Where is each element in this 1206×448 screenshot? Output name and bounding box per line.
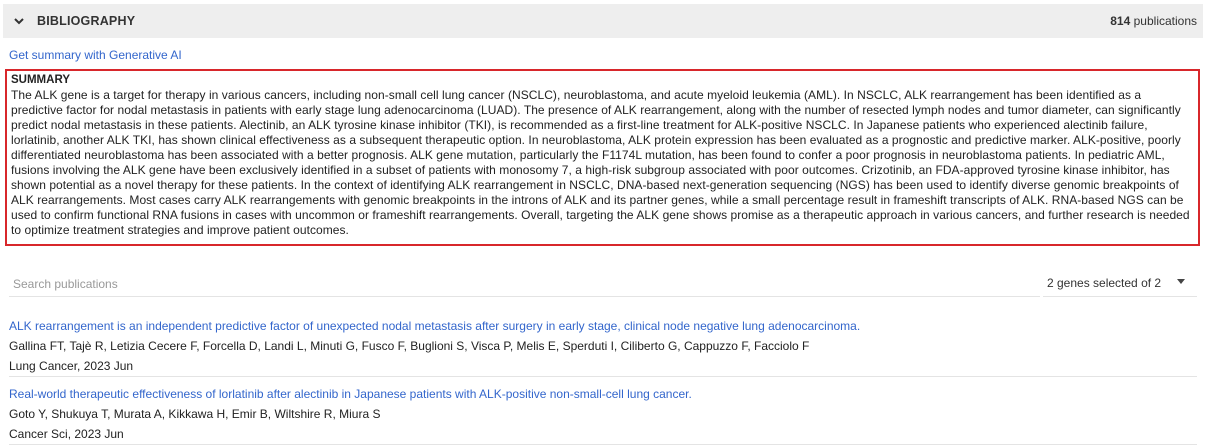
publication-authors: Gallina FT, Tajè R, Letizia Cecere F, Fo… (9, 339, 810, 353)
summary-text: The ALK gene is a target for therapy in … (11, 88, 1190, 237)
bibliography-header: BIBLIOGRAPHY 814 publications (3, 4, 1203, 38)
chevron-down-icon[interactable] (12, 14, 26, 28)
publication-authors: Goto Y, Shukuya T, Murata A, Kikkawa H, … (9, 407, 381, 421)
publication-title-link[interactable]: Real-world therapeutic effectiveness of … (9, 387, 692, 401)
publication-journal: Cancer Sci, 2023 Jun (9, 427, 124, 441)
publication-count-suffix: publications (1133, 14, 1197, 28)
genes-filter-dropdown[interactable]: 2 genes selected of 2 (1043, 268, 1197, 297)
generative-ai-summary-link[interactable]: Get summary with Generative AI (9, 48, 182, 62)
publication-item: ALK rearrangement is an independent pred… (9, 319, 1197, 373)
publication-title-link[interactable]: ALK rearrangement is an independent pred… (9, 319, 861, 333)
publication-journal: Lung Cancer, 2023 Jun (9, 359, 134, 373)
search-publications-input[interactable] (9, 271, 1040, 297)
dropdown-caret-icon (1177, 279, 1185, 284)
publication-count: 814 publications (1110, 14, 1197, 28)
summary-title: SUMMARY (11, 74, 70, 86)
genes-filter-value: 2 genes selected of 2 (1047, 276, 1162, 290)
summary-box: SUMMARY The ALK gene is a target for the… (5, 69, 1200, 246)
publication-count-number: 814 (1110, 14, 1131, 28)
section-title: BIBLIOGRAPHY (37, 14, 136, 28)
divider (9, 376, 1197, 377)
publication-item: Real-world therapeutic effectiveness of … (9, 387, 1197, 441)
divider (9, 444, 1197, 445)
